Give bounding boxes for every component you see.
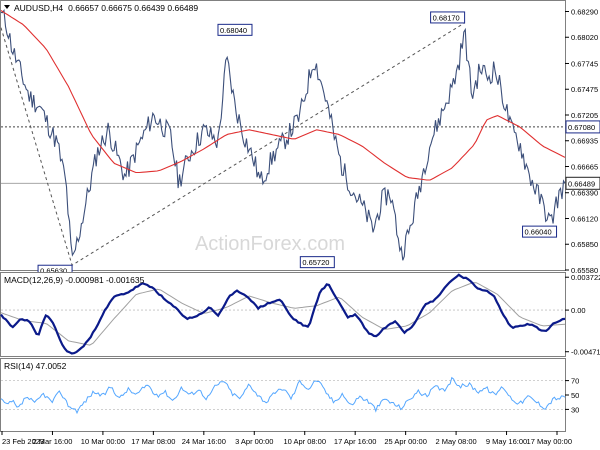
time-axis-tick-label: 2 Mar 16:00 [32,437,72,446]
price-annotation-box [299,256,335,269]
macd-panel-frame [0,272,566,357]
price-annotation-box [430,11,466,24]
symbol-dropdown-icon[interactable] [4,5,10,9]
macd-panel: MACD(12,26,9) -0.000981 -0.001635 [0,272,566,357]
current-price-label: 0.66489 [568,179,595,188]
symbol-label: AUDUSD,H4 0.66657 0.66675 0.66439 0.66489 [14,3,198,13]
price-annotation-label: 0.68170 [433,13,460,22]
price-annotation-label: 0.65720 [302,258,329,267]
price-series [0,8,566,261]
time-axis-tick-label: 9 May 16:00 [486,437,527,446]
price-axis-tick-label: 0.67205 [571,111,598,120]
resistance-level-box [565,120,600,134]
price-panel: ActionForex.com 0.65630 0.68040 0.65720 0.6… [0,0,566,277]
price-axis-tick-label: 0.68290 [571,7,598,16]
rsi-axis-tick-label: 30 [571,405,579,414]
moving-average-line [0,10,566,181]
rsi-axis-tick-label: 50 [571,391,579,400]
macd-axis-tick-label: -0.004716 [571,348,600,357]
price-axis-tick-label: 0.66390 [571,189,598,198]
watermark: ActionForex.com [195,233,345,255]
rsi-axis-tick-label: 70 [571,377,579,386]
time-axis-tick-label: 10 Mar 00:00 [81,437,125,446]
price-axis: 0.68290 0.68020 0.67745 0.67475 0.67205 0.669… [565,7,600,275]
time-axis-tick-label: 17 Apr 16:00 [334,437,377,446]
rsi-line [0,376,566,415]
macd-label: MACD(12,26,9) -0.000981 -0.001635 [4,275,145,285]
rsi-panel-frame [0,358,566,432]
rsi-label: RSI(14) 47.0052 [4,361,67,371]
price-annotation-label: 0.68040 [220,26,247,35]
price-axis-tick-label: 0.67475 [571,85,598,94]
macd-axis: 0.003722 0.00 -0.004716 [565,273,600,357]
current-price-box [565,176,600,190]
price-annotation-box [217,23,253,36]
time-axis-tick-label: 2 May 08:00 [435,437,476,446]
rsi-axis: 70 50 30 [565,377,579,414]
time-axis-tick-label: 17 Mar 08:00 [131,437,175,446]
price-axis-tick-label: 0.66935 [571,137,598,146]
price-axis-tick-label: 0.66120 [571,214,598,223]
rsi-panel: RSI(14) 47.0052 [0,358,566,432]
time-axis-tick-label: 17 May 00:00 [527,437,572,446]
price-axis-tick-label: 0.65580 [571,266,598,275]
time-axis-tick-label: 23 Feb 2023 [2,437,44,446]
time-axis-tick-label: 10 Apr 08:00 [283,437,326,446]
price-annotation-box [522,225,558,238]
price-annotation-label: 0.66040 [525,228,552,237]
resistance-level-label: 0.67080 [568,123,595,132]
time-axis-tick-label: 3 Apr 00:00 [235,437,273,446]
price-axis-tick-label: 0.65850 [571,240,598,249]
macd-axis-tick-label: 0.00 [571,306,586,315]
macd-line [0,273,566,355]
time-axis-tick-label: 24 Mar 16:00 [182,437,226,446]
time-axis-tick-label: 25 Apr 00:00 [384,437,427,446]
price-axis-tick-label: 0.68020 [571,33,598,42]
macd-axis-tick-label: 0.003722 [571,273,600,282]
price-axis-tick-label: 0.67745 [571,59,598,68]
price-axis-tick-label: 0.66665 [571,163,598,172]
macd-signal-line [0,282,566,346]
price-annotation-label: 0.65630 [40,267,67,276]
